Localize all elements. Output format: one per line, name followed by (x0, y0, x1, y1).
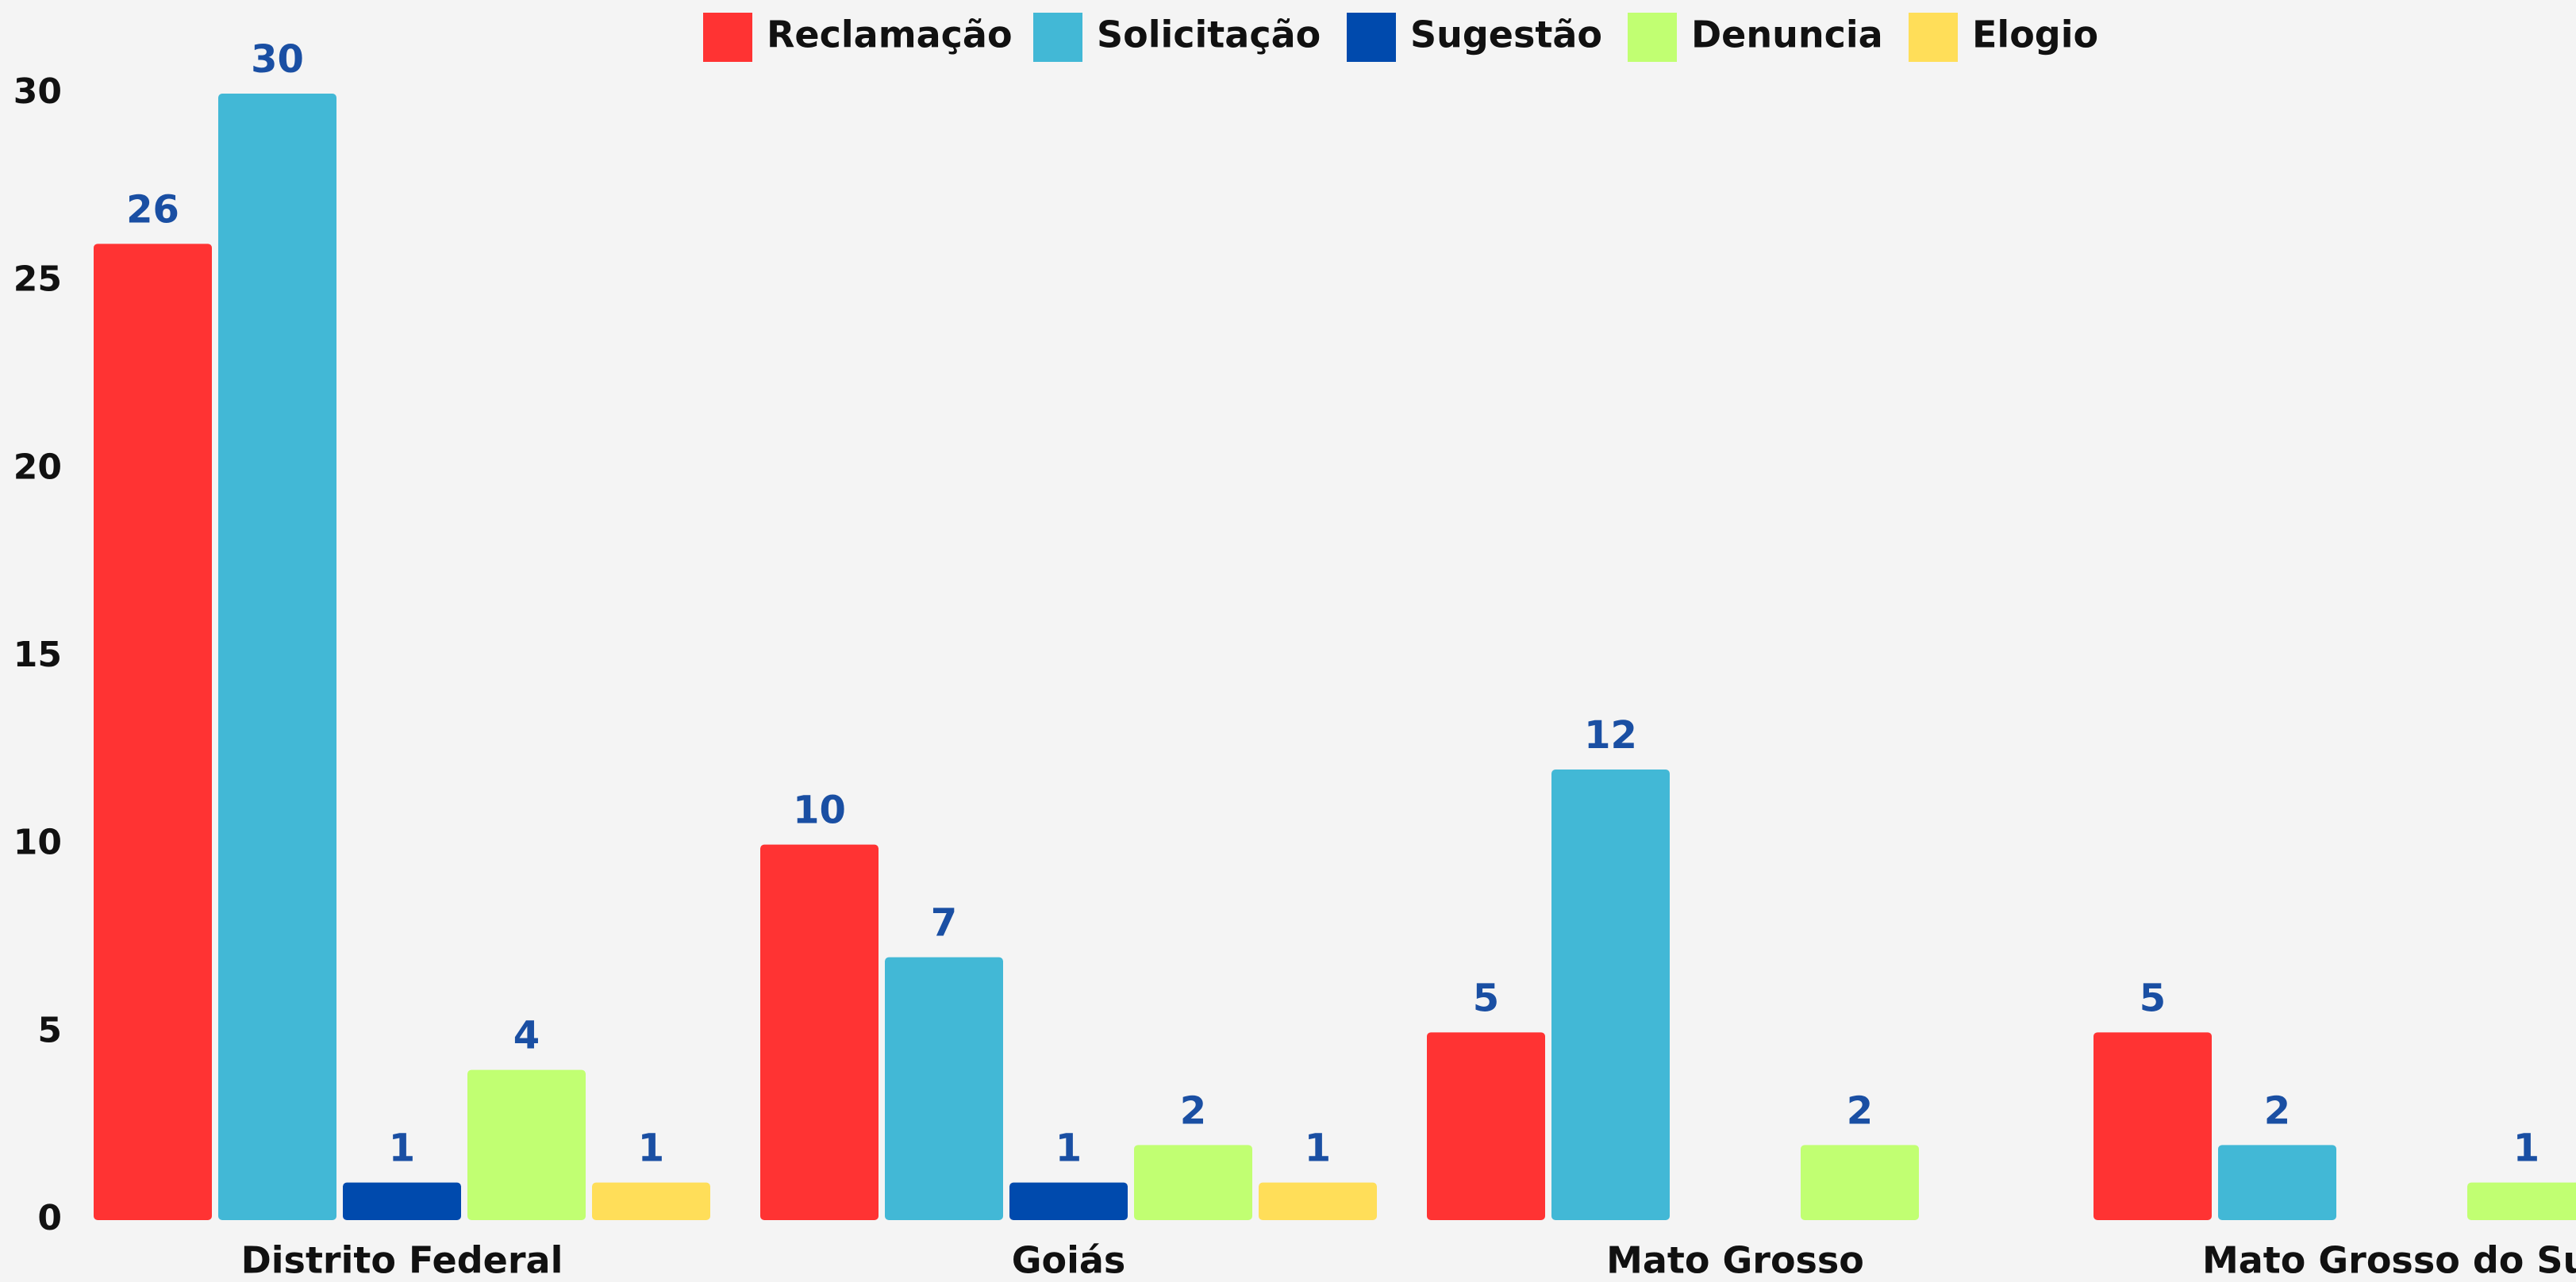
bar (885, 957, 1003, 1220)
legend-swatch (1909, 13, 1958, 62)
bar (1551, 770, 1670, 1220)
bar (2218, 1145, 2336, 1220)
y-tick-label: 5 (37, 1010, 62, 1050)
y-tick-label: 0 (37, 1198, 62, 1238)
value-label: 2 (1847, 1088, 1873, 1133)
bar (760, 844, 879, 1220)
x-tick-label: Distrito Federal (241, 1239, 563, 1282)
bar (218, 94, 336, 1220)
value-label: 7 (931, 901, 957, 946)
bar (1427, 1032, 1545, 1220)
legend-swatch (1628, 13, 1677, 62)
x-tick-label: Mato Grosso do Sul (2202, 1239, 2576, 1282)
legend-swatch (703, 13, 752, 62)
value-label: 1 (389, 1127, 415, 1171)
y-tick-label: 25 (13, 259, 62, 300)
value-label: 5 (1473, 976, 1499, 1020)
value-label: 10 (793, 789, 846, 833)
value-label: 30 (251, 37, 304, 82)
x-tick-label: Mato Grosso (1606, 1239, 1864, 1282)
bar (467, 1069, 586, 1220)
legend-swatch (1033, 13, 1082, 62)
value-label: 26 (126, 187, 179, 232)
value-label: 1 (1055, 1127, 1082, 1171)
legend-swatch (1347, 13, 1396, 62)
bar (592, 1182, 710, 1220)
bar (94, 244, 212, 1220)
y-tick-label: 20 (13, 447, 62, 487)
legend-label: Sugestão (1410, 13, 1602, 56)
y-tick-label: 10 (13, 823, 62, 863)
bar (2467, 1182, 2576, 1220)
value-label: 5 (2140, 976, 2166, 1020)
value-label: 12 (1584, 713, 1637, 758)
bar (1801, 1145, 1919, 1220)
legend-label: Reclamação (767, 13, 1013, 56)
value-label: 2 (2264, 1088, 2290, 1133)
value-label: 1 (2513, 1127, 2539, 1171)
y-tick-label: 15 (13, 635, 62, 675)
bar (1134, 1145, 1252, 1220)
bar (1009, 1182, 1128, 1220)
bar (2093, 1032, 2212, 1220)
value-label: 1 (638, 1127, 664, 1171)
value-label: 2 (1180, 1088, 1206, 1133)
y-tick-label: 30 (13, 71, 62, 112)
bar (343, 1182, 461, 1220)
x-tick-label: Goiás (1012, 1239, 1126, 1282)
bar (1259, 1182, 1377, 1220)
legend-label: Elogio (1972, 13, 2098, 56)
legend-label: Denuncia (1691, 13, 1883, 56)
value-label: 4 (513, 1014, 540, 1058)
value-label: 1 (1305, 1127, 1331, 1171)
legend-label: Solicitação (1097, 13, 1321, 56)
